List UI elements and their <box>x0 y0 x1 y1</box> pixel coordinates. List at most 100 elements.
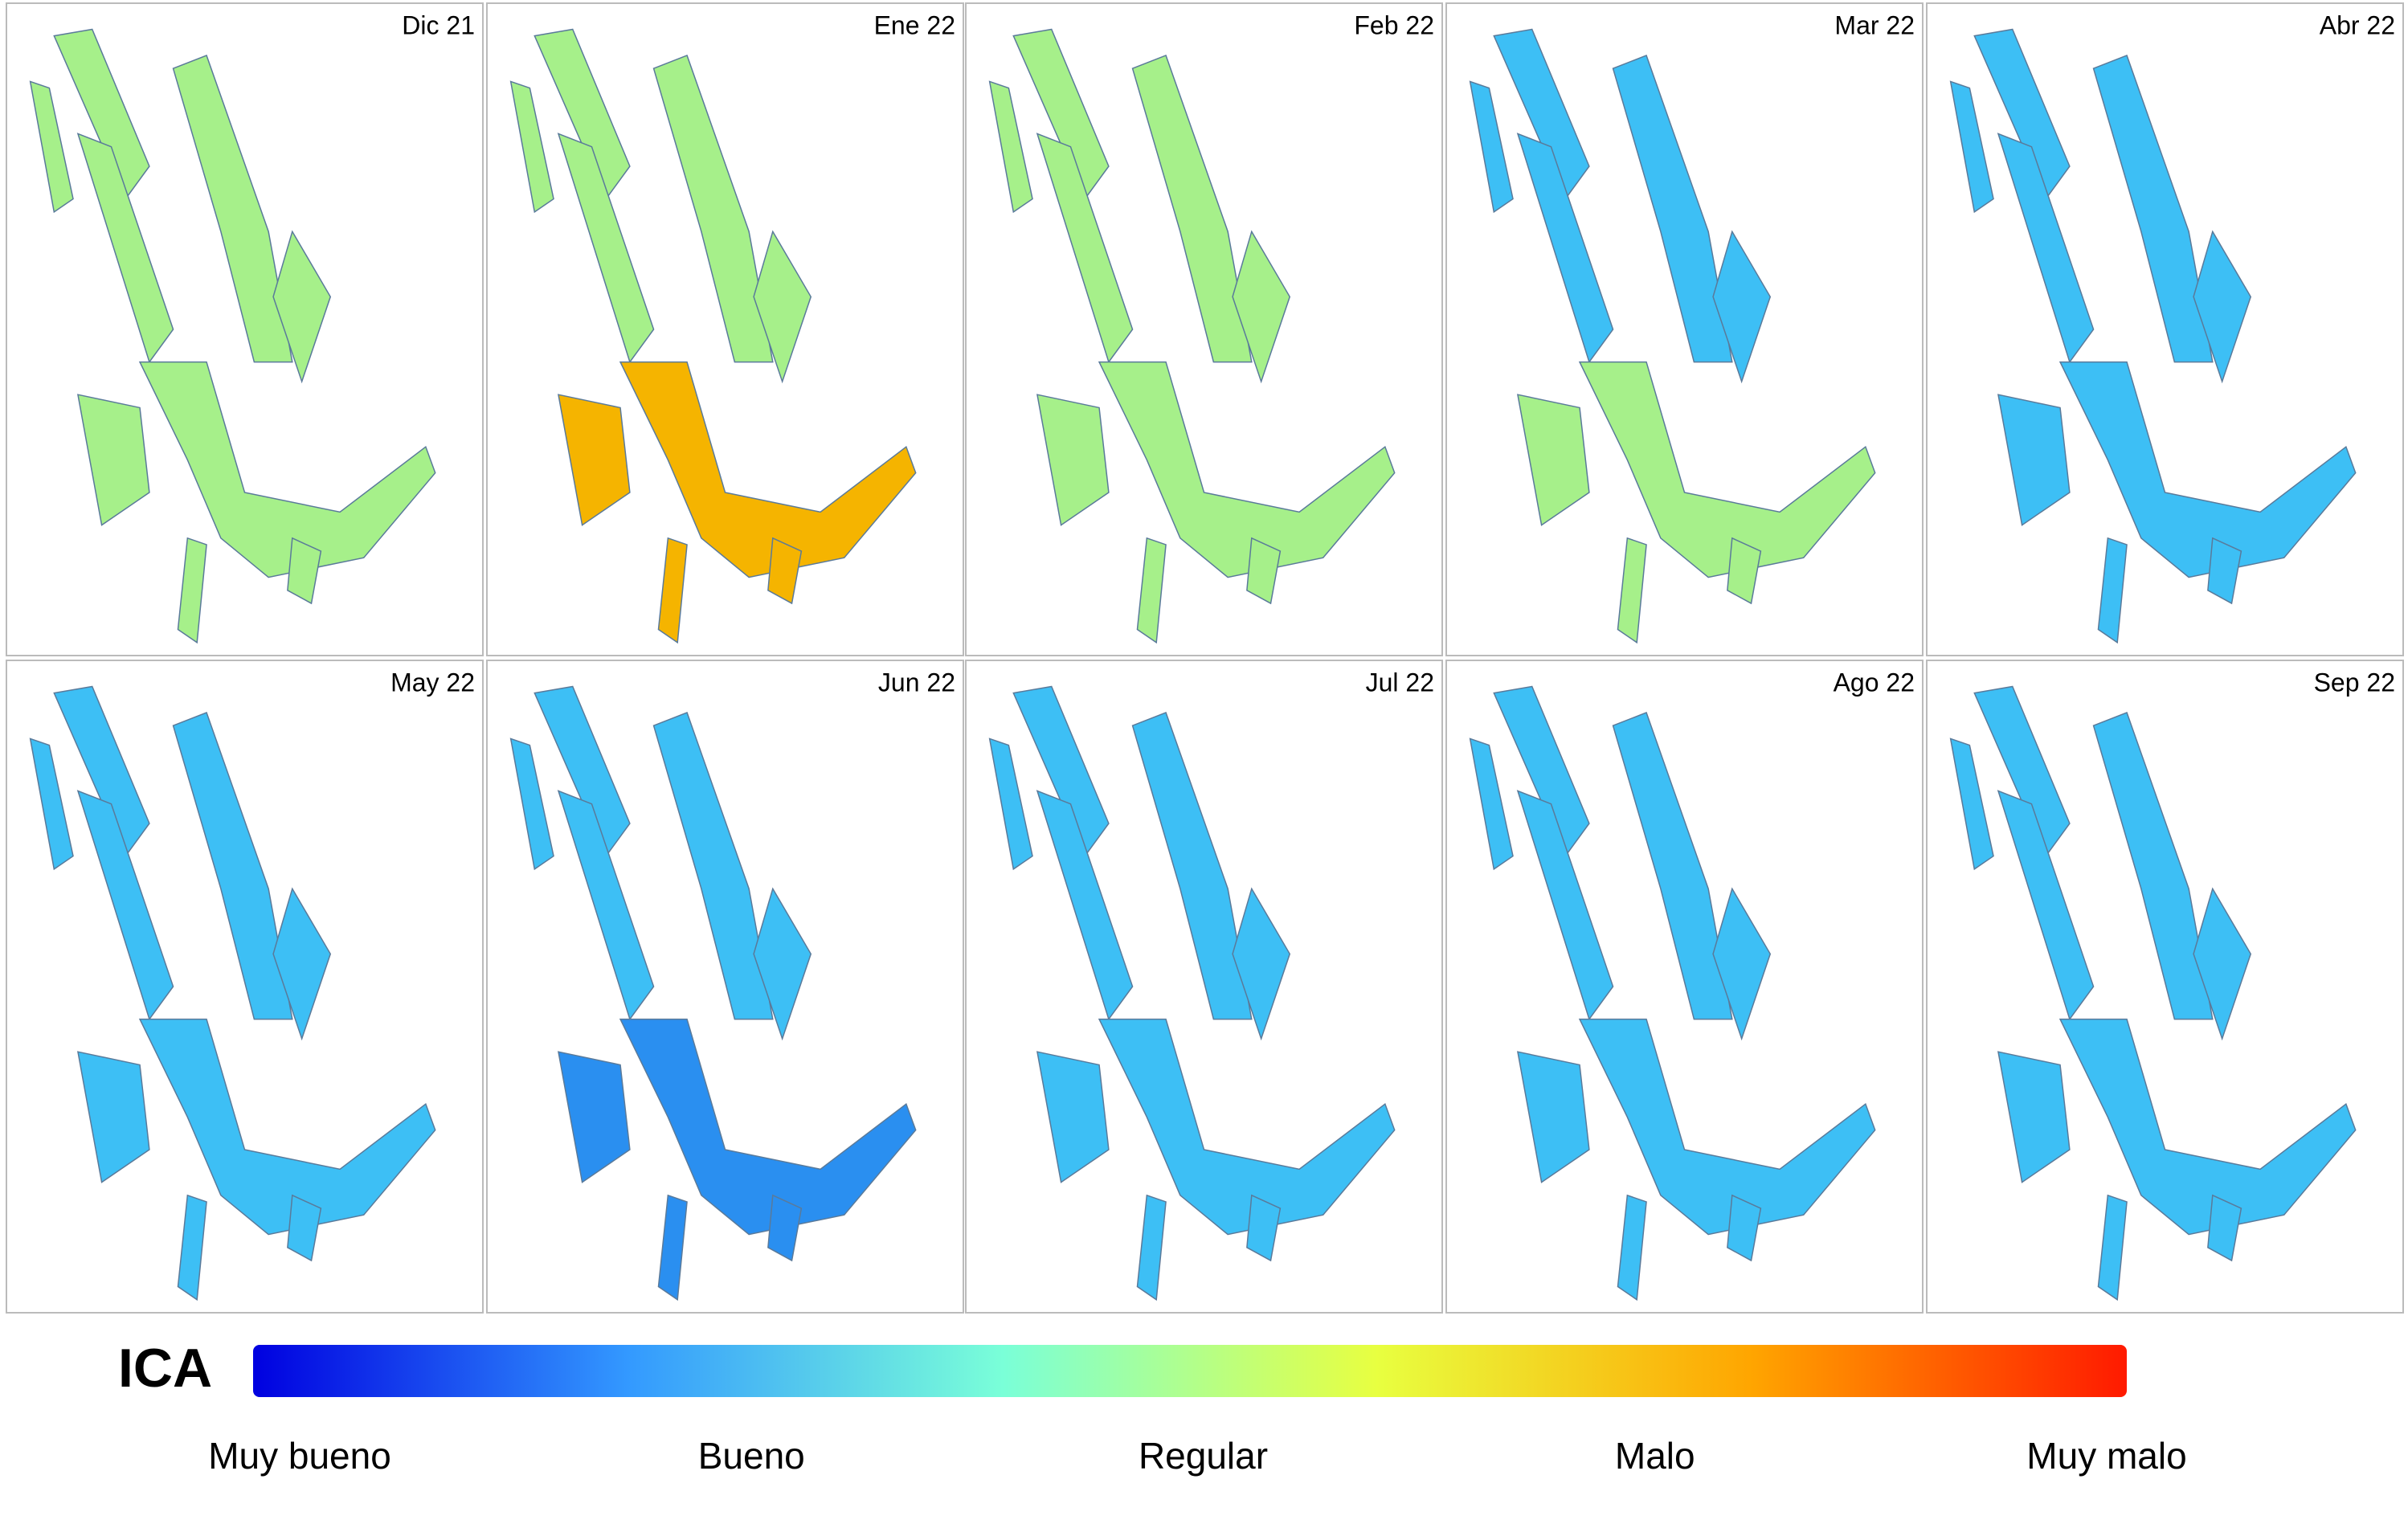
region <box>77 1051 150 1183</box>
region <box>76 133 174 364</box>
legend-label: Regular <box>1139 1435 1268 1477</box>
region <box>988 738 1033 871</box>
region <box>767 537 803 605</box>
region <box>619 1018 917 1236</box>
region <box>1578 1018 1876 1236</box>
region <box>652 711 774 1020</box>
map-panel: Jun 22 <box>486 660 964 1314</box>
region <box>2097 537 2128 644</box>
panel-frame <box>1926 660 2404 1314</box>
region <box>1712 230 1772 384</box>
panel-label: Ene 22 <box>874 10 955 39</box>
map-panel: Ago 22 <box>1445 660 1924 1314</box>
panel-label: Dic 21 <box>402 10 475 39</box>
region <box>29 738 74 871</box>
region <box>1036 394 1110 526</box>
region <box>76 790 174 1021</box>
region <box>1098 1018 1396 1236</box>
region <box>509 738 554 871</box>
panel-label: Sep 22 <box>2314 668 2395 697</box>
region <box>1036 1051 1110 1183</box>
region <box>1727 1194 1762 1262</box>
region <box>557 790 655 1021</box>
region <box>557 133 655 364</box>
region <box>1469 738 1514 871</box>
legend-title: ICA <box>118 1338 212 1399</box>
region <box>558 1051 631 1183</box>
region <box>1517 394 1590 526</box>
map-panel: Jul 22 <box>965 660 1443 1314</box>
region <box>1949 738 1994 871</box>
region <box>2193 887 2252 1041</box>
region <box>1516 790 1614 1021</box>
region <box>77 394 150 526</box>
region <box>172 711 293 1020</box>
map-panel: Abr 22 <box>1926 2 2404 656</box>
region <box>272 230 332 384</box>
panel-label: Abr 22 <box>2320 10 2395 39</box>
region <box>1617 537 1647 644</box>
region <box>1036 133 1134 364</box>
region <box>287 537 322 605</box>
panel-label: May 22 <box>390 668 475 697</box>
region <box>172 54 293 363</box>
panel-label: Feb 22 <box>1354 10 1434 39</box>
region <box>2097 1194 2128 1301</box>
region <box>657 1194 688 1301</box>
region <box>1098 361 1396 578</box>
region <box>1246 537 1282 605</box>
region <box>1997 394 2071 526</box>
region <box>1727 537 1762 605</box>
panel-label: Jun 22 <box>878 668 955 697</box>
region <box>1131 711 1253 1020</box>
map-panel: Dic 21 <box>6 2 484 656</box>
region <box>2193 230 2252 384</box>
region <box>2207 537 2242 605</box>
region <box>2207 1194 2242 1262</box>
legend-label: Muy malo <box>2026 1435 2186 1477</box>
panel-label: Mar 22 <box>1834 10 1915 39</box>
region <box>1578 361 1876 578</box>
region <box>1617 1194 1647 1301</box>
legend-label: Bueno <box>698 1435 805 1477</box>
colorbar <box>253 1345 2127 1397</box>
region <box>1612 711 1733 1020</box>
map-panel: Sep 22 <box>1926 660 2404 1314</box>
region <box>767 1194 803 1262</box>
region <box>1612 54 1733 363</box>
region <box>988 80 1033 214</box>
region <box>1131 54 1253 363</box>
region <box>1949 80 1994 214</box>
map-panel: Mar 22 <box>1445 2 1924 656</box>
region <box>177 537 207 644</box>
panel-label: Jul 22 <box>1366 668 1434 697</box>
region <box>1516 133 1614 364</box>
map-panel: Ene 22 <box>486 2 964 656</box>
region <box>1517 1051 1590 1183</box>
region <box>287 1194 322 1262</box>
region <box>138 361 436 578</box>
region <box>2058 1018 2357 1236</box>
region <box>753 887 812 1041</box>
legend-label: Muy bueno <box>208 1435 391 1477</box>
region <box>1997 1051 2071 1183</box>
region <box>1712 887 1772 1041</box>
region <box>1036 790 1134 1021</box>
region <box>272 887 332 1041</box>
region <box>509 80 554 214</box>
region <box>657 537 688 644</box>
region <box>1469 80 1514 214</box>
region <box>753 230 812 384</box>
region <box>2092 54 2214 363</box>
region <box>177 1194 207 1301</box>
region <box>1232 230 1291 384</box>
region <box>1136 537 1167 644</box>
region <box>1997 790 2095 1021</box>
region <box>558 394 631 526</box>
region <box>1232 887 1291 1041</box>
region <box>2058 361 2357 578</box>
region <box>138 1018 436 1236</box>
region <box>1246 1194 1282 1262</box>
region <box>29 80 74 214</box>
